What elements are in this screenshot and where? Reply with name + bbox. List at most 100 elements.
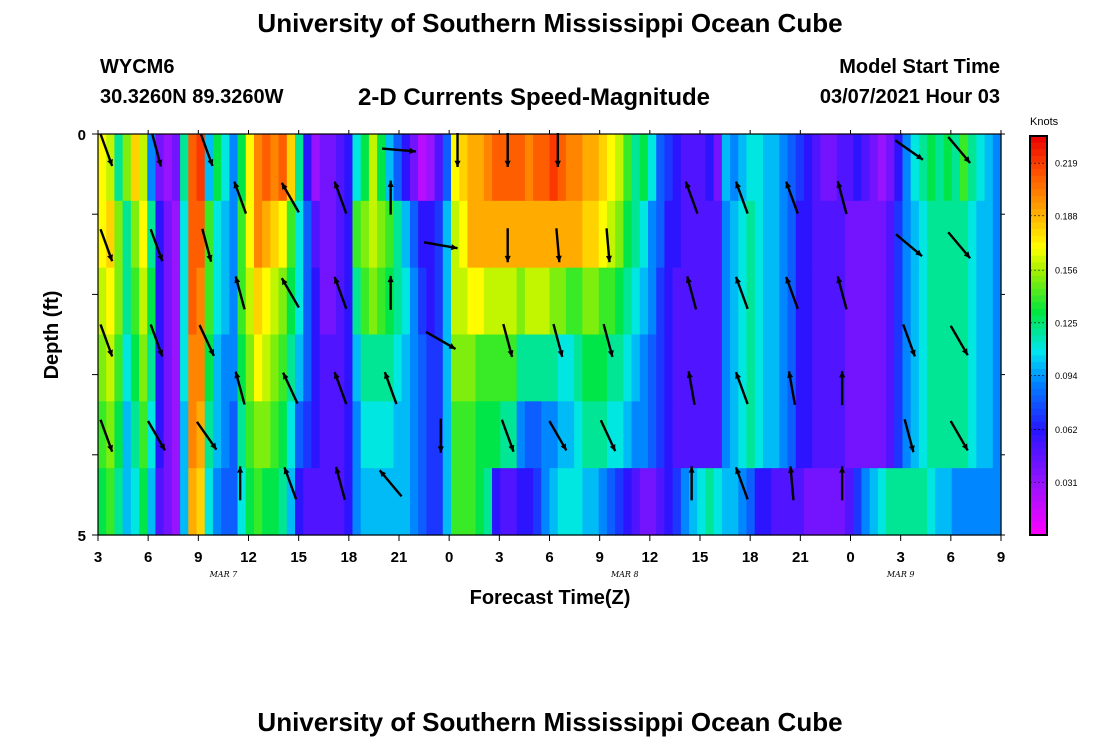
heatmap-cell [968, 401, 977, 469]
current-arrow [383, 371, 398, 405]
heatmap-cell [795, 468, 805, 536]
heatmap-cell [836, 200, 846, 269]
heatmap-cell [918, 267, 928, 336]
heatmap-cell [606, 468, 616, 536]
heatmap-cell [877, 468, 887, 536]
heatmap-cell [336, 468, 345, 536]
heatmap-cell [450, 334, 460, 402]
colorbar-swatch [1030, 215, 1047, 224]
heatmap-cell [606, 134, 616, 202]
x-tick-label: 0 [445, 549, 453, 566]
heatmap-cell [393, 134, 403, 202]
heatmap-cell [738, 267, 748, 336]
heatmap-cell [902, 334, 912, 402]
heatmap-cell [188, 468, 198, 536]
heatmap-cell [746, 468, 756, 536]
x-tick-label: 3 [896, 549, 904, 566]
heatmap-cell [902, 468, 912, 536]
heatmap-cell [253, 267, 263, 336]
heatmap-cell [976, 334, 986, 402]
heatmap-cell [730, 134, 739, 202]
heatmap-cell [935, 334, 945, 402]
heatmap-cell [779, 200, 789, 269]
current-arrow [280, 277, 300, 309]
heatmap-cell [557, 134, 567, 202]
colorbar-swatch [1030, 342, 1047, 350]
colorbar-swatch [1030, 348, 1047, 357]
heatmap-cell [188, 134, 198, 202]
heatmap-cell [442, 134, 452, 202]
heatmap-cell [155, 468, 165, 536]
heatmap-cell [943, 200, 953, 269]
heatmap-cell [845, 401, 854, 469]
heatmap-cell [516, 401, 526, 469]
heatmap-cell [861, 200, 871, 269]
heatmap-cell [377, 267, 386, 336]
heatmap-cell [877, 401, 887, 469]
colorbar-swatch [1030, 375, 1047, 383]
current-arrow [333, 181, 348, 215]
heatmap-cell [557, 200, 567, 269]
x-tick-label: 6 [947, 549, 955, 566]
current-arrow [787, 371, 797, 406]
heatmap-cell [705, 468, 715, 536]
heatmap-cell [754, 334, 764, 402]
station-coords: 30.3260N 89.3260W [100, 86, 284, 108]
heatmap-cell [204, 200, 214, 269]
heatmap-cell [237, 334, 247, 402]
current-arrow [605, 228, 612, 263]
heatmap-cell [278, 134, 288, 202]
heatmap-cell [524, 468, 534, 536]
heatmap-cell [500, 334, 510, 402]
heatmap-cell [459, 267, 469, 336]
heatmap-cell [894, 468, 904, 536]
colorbar-swatch [1030, 308, 1047, 317]
heatmap-cell [360, 401, 370, 469]
heatmap-cell [459, 401, 469, 469]
heatmap-cell [803, 468, 813, 536]
heatmap-cell [648, 334, 657, 402]
heatmap-cell [590, 134, 600, 202]
heatmap-cell [245, 334, 255, 402]
heatmap-cell [697, 401, 707, 469]
heatmap-cell [147, 134, 157, 202]
heatmap-cell [861, 267, 871, 336]
heatmap-cell [516, 200, 526, 269]
heatmap-cell [467, 334, 477, 402]
heatmap-cell [721, 200, 731, 269]
heatmap-cell [992, 267, 1002, 336]
heatmap-cell [623, 134, 633, 202]
current-arrow [378, 469, 403, 498]
colorbar-swatch [1030, 136, 1047, 144]
heatmap-cell [623, 468, 633, 536]
heatmap-cell [262, 134, 271, 202]
heatmap-cell [680, 334, 690, 402]
current-arrow [947, 231, 972, 260]
heatmap-cell [336, 134, 345, 202]
heatmap-cell [245, 134, 255, 202]
colorbar-swatch [1030, 322, 1047, 330]
heatmap-cell [902, 200, 912, 269]
heatmap-cell [828, 468, 838, 536]
heatmap-cell [992, 200, 1002, 269]
heatmap-cell [393, 401, 403, 469]
heatmap-cell [221, 334, 230, 402]
heatmap-cell [492, 267, 501, 336]
current-arrow [146, 420, 167, 452]
heatmap-cell [196, 267, 206, 336]
heatmap-cell [984, 134, 994, 202]
heatmap-cell [344, 267, 354, 336]
heatmap-cell [483, 401, 493, 469]
heatmap-cell [951, 334, 961, 402]
heatmap-cell [631, 134, 641, 202]
heatmap-cell [492, 468, 501, 536]
heatmap-cell [286, 468, 296, 536]
x-tick-label: 3 [94, 549, 102, 566]
heatmap-cell [812, 200, 821, 269]
heatmap-cell [171, 200, 181, 269]
heatmap-cell [155, 267, 165, 336]
x-tick-label: 6 [545, 549, 553, 566]
colorbar-swatch [1030, 335, 1047, 343]
colorbar-swatch [1030, 222, 1047, 230]
